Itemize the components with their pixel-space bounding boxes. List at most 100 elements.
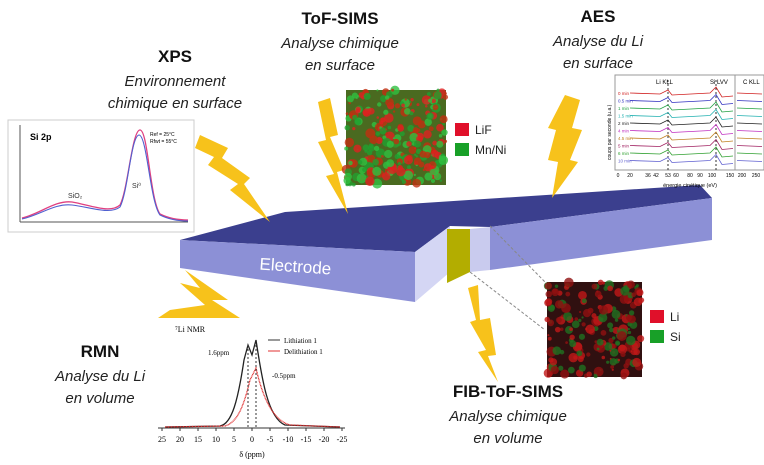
map-texture: [372, 167, 381, 176]
map-texture: [579, 311, 581, 313]
technique-subtitle: en surface: [305, 57, 375, 74]
aes-time: 4.5 min: [618, 136, 633, 141]
map-texture: [352, 115, 357, 120]
legend-label: Si: [670, 330, 681, 344]
technique-title: RMN: [81, 342, 120, 361]
map-texture: [410, 98, 413, 101]
map-texture: [429, 126, 434, 131]
map-texture: [586, 352, 590, 356]
aes-peak: Si LVV: [710, 80, 728, 86]
lightning: [548, 95, 582, 198]
nmr-curve: [165, 368, 340, 427]
lightning: [318, 98, 348, 214]
map-texture: [350, 116, 352, 118]
x-tick-label: 25: [158, 435, 166, 444]
map-texture: [602, 282, 605, 285]
legend-swatch: [650, 330, 664, 343]
map-texture: [423, 168, 426, 171]
map-texture: [400, 131, 405, 136]
map-texture: [384, 150, 392, 158]
map-texture: [395, 154, 400, 159]
map-texture: [356, 109, 361, 114]
map-texture: [628, 315, 636, 323]
map-texture: [383, 110, 388, 115]
electrode-notch-back: [470, 227, 490, 272]
map-texture: [582, 322, 586, 326]
map-texture: [444, 140, 447, 143]
map-texture: [372, 159, 378, 165]
map-texture: [377, 102, 381, 106]
map-texture: [586, 371, 591, 376]
map-texture: [440, 179, 442, 181]
map-texture: [563, 312, 572, 321]
legend-swatch: [455, 123, 469, 136]
map-texture: [343, 177, 350, 184]
map-texture: [597, 339, 604, 346]
map-texture: [440, 115, 448, 123]
map-texture: [631, 350, 633, 352]
aes-peak: Li KLL: [656, 80, 674, 86]
x-tick-label: 20: [176, 435, 184, 444]
x-tick-label: 10: [212, 435, 220, 444]
xps-legend: Rfwt = 55°C: [150, 139, 177, 145]
map-texture: [569, 335, 574, 340]
map-texture: [627, 281, 635, 289]
aes-time: 2 min: [618, 121, 630, 126]
map-texture: [432, 99, 436, 103]
map-texture: [569, 340, 576, 347]
map-texture: [609, 350, 611, 352]
map-texture: [637, 335, 644, 342]
map-texture: [615, 318, 618, 321]
map-texture: [413, 127, 419, 133]
map-texture: [398, 162, 401, 165]
map-texture: [551, 366, 559, 374]
map-texture: [565, 341, 568, 344]
technique-subtitle: en volume: [473, 430, 542, 447]
technique-subtitle: Analyse chimique: [448, 408, 567, 425]
map-texture: [546, 291, 552, 297]
map-texture: [572, 320, 580, 328]
map-texture: [618, 359, 621, 362]
map-texture: [560, 370, 569, 379]
map-texture: [406, 141, 412, 147]
map-texture: [414, 140, 421, 147]
map-texture: [591, 313, 596, 318]
map-texture: [582, 298, 587, 303]
map-texture: [353, 145, 361, 153]
aes-ylabel: coups par seconde (u.a.): [607, 104, 613, 160]
map-texture: [623, 363, 628, 368]
map-texture: [594, 374, 598, 378]
map-texture: [547, 334, 549, 336]
map-texture: [369, 135, 378, 144]
legend-swatch: [455, 143, 469, 156]
map-texture: [441, 129, 447, 135]
map-texture: [545, 298, 552, 305]
map-texture: [416, 103, 419, 106]
map-texture: [425, 167, 427, 169]
map-texture: [374, 146, 379, 151]
map-texture: [592, 284, 598, 290]
technique-subtitle: chimique en surface: [108, 95, 242, 112]
map-texture: [553, 346, 562, 355]
map-texture: [401, 104, 405, 108]
map-texture: [439, 155, 448, 164]
map-texture: [569, 327, 573, 331]
map-texture: [629, 310, 634, 315]
map-texture: [363, 144, 370, 151]
map-texture: [435, 170, 439, 174]
map-texture: [431, 179, 435, 183]
technique-subtitle: Environnement: [125, 73, 227, 90]
map-texture: [364, 93, 371, 100]
map-texture: [637, 289, 644, 296]
map-texture: [558, 366, 563, 371]
map-texture: [439, 134, 442, 137]
legend-swatch: [650, 310, 664, 323]
x-tick-label: 5: [232, 435, 236, 444]
map-texture: [556, 317, 562, 323]
map-texture: [544, 317, 549, 322]
map-texture: [380, 117, 385, 122]
nmr-inset: ⁷Li NMR Lithiation 1 Delithiation 1 1.6p…: [158, 325, 347, 459]
map-texture: [602, 356, 606, 360]
map-texture: [612, 310, 621, 319]
map-texture: [426, 112, 433, 119]
